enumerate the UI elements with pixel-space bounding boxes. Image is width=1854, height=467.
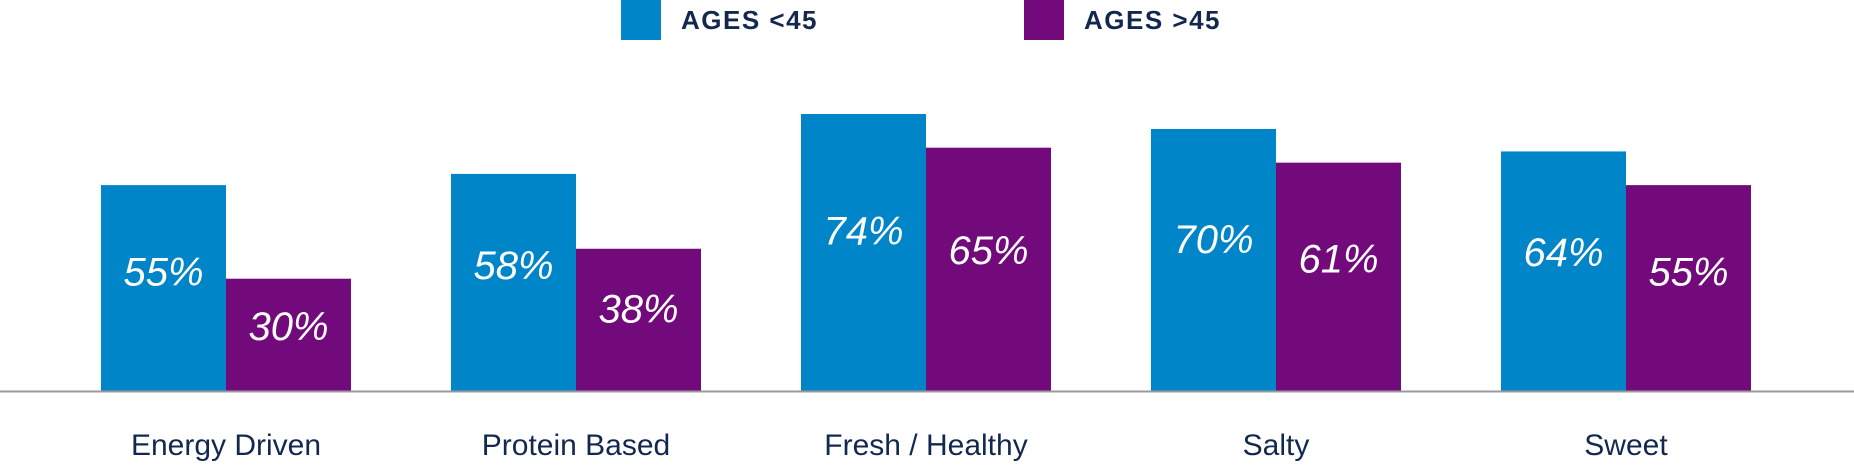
data-label: 58% [473,244,553,288]
category-label: Protein Based [482,429,670,462]
legend-label: AGES >45 [1084,4,1222,35]
bar [1276,162,1401,391]
data-label: 70% [1173,218,1253,262]
legend-item-ages-over-45: AGES >45 [1024,0,1221,40]
bar [451,173,576,391]
category-label: Energy Driven [131,429,321,462]
data-label: 61% [1298,238,1378,282]
category-label: Sweet [1584,429,1668,462]
data-label: 65% [948,229,1028,273]
bar [1626,185,1751,391]
bar [801,114,926,391]
data-label: 55% [123,251,203,295]
bar [576,248,701,391]
bar [101,185,226,391]
legend-item-ages-under-45: AGES <45 [621,0,818,40]
bar [226,278,351,391]
category-label: Salty [1243,429,1310,462]
data-label: 64% [1523,231,1603,275]
legend-swatch-purple [1024,0,1064,40]
bar [926,147,1051,391]
bar [1151,128,1276,392]
data-label: 30% [248,305,328,349]
data-label: 38% [598,287,678,331]
category-label: Fresh / Healthy [824,429,1027,462]
data-label: 55% [1648,251,1728,295]
data-label: 74% [823,209,903,253]
legend-swatch-blue [621,0,661,40]
bar [1501,151,1626,391]
legend: AGES <45 AGES >45 [0,0,1854,48]
legend-label: AGES <45 [681,4,819,35]
